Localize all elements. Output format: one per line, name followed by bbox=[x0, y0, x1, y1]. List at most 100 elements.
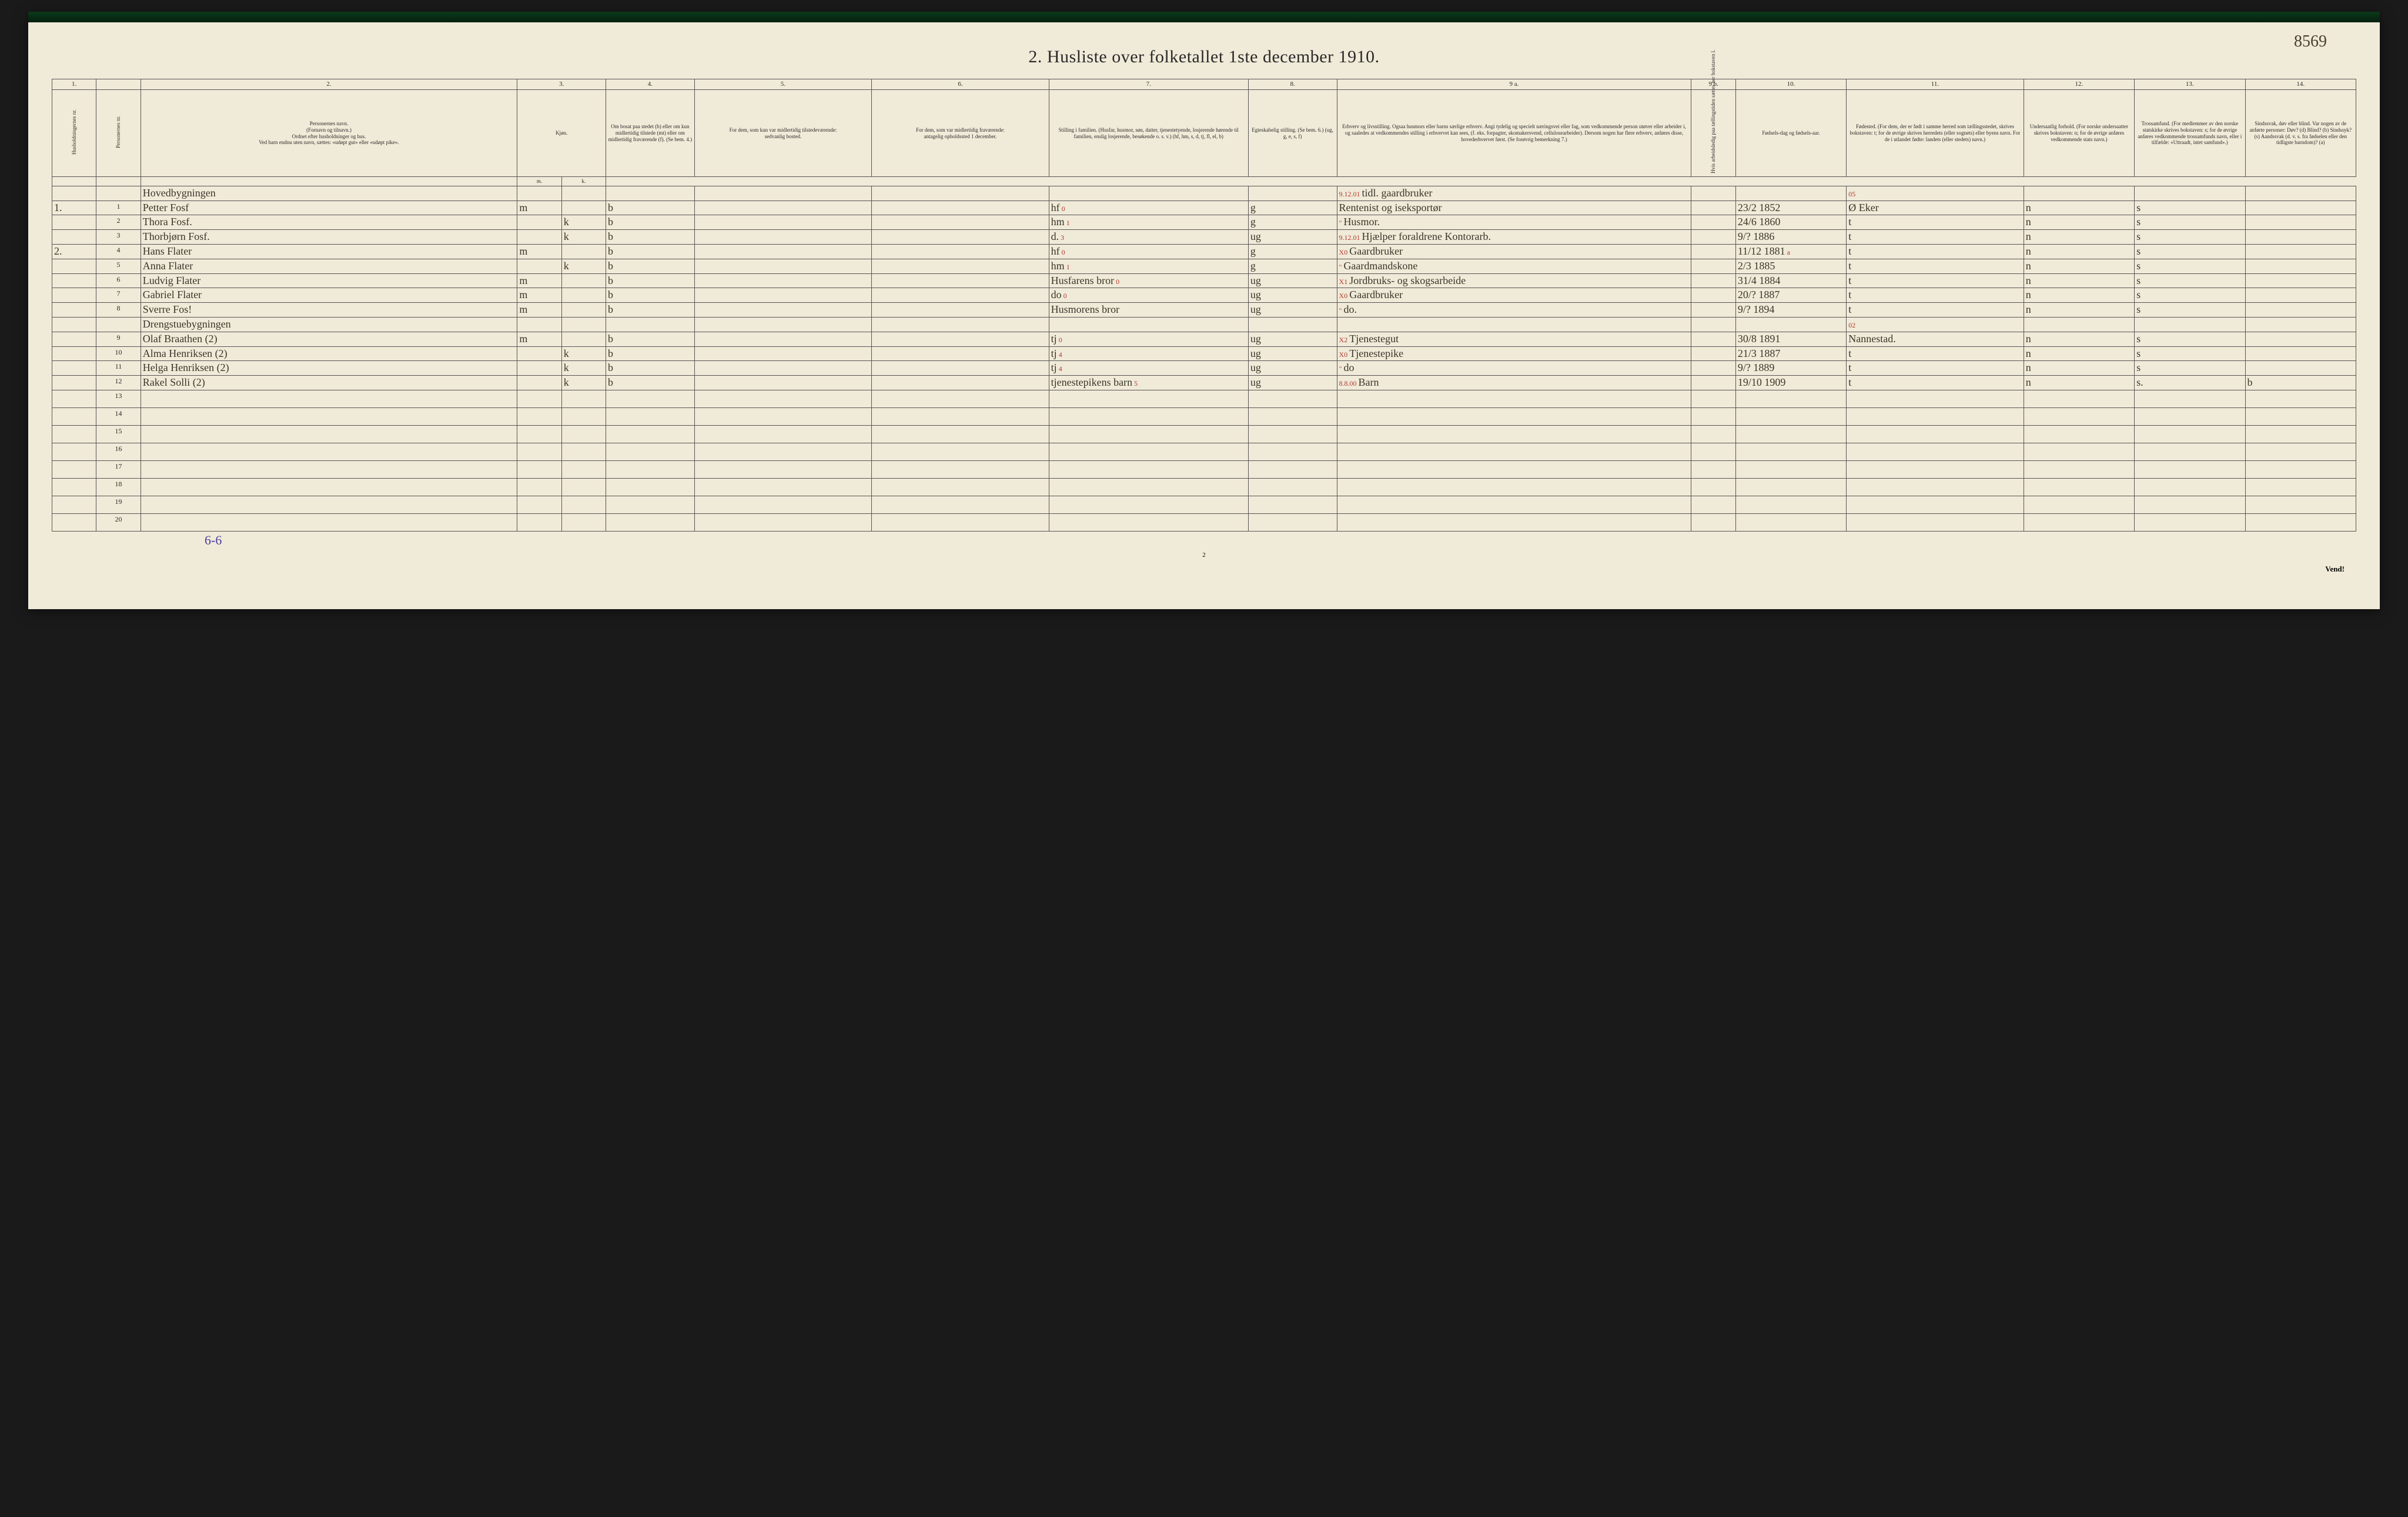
cell bbox=[2245, 496, 2356, 513]
cell bbox=[517, 215, 561, 230]
cell bbox=[517, 460, 561, 478]
cell bbox=[1847, 425, 2024, 443]
cell bbox=[1691, 332, 1735, 346]
cell bbox=[1337, 513, 1691, 531]
cell bbox=[1049, 407, 1248, 425]
cell bbox=[141, 443, 517, 460]
hdr-unemployed: Hvis arbeidsledig paa tællingstiden sætt… bbox=[1691, 90, 1735, 177]
cell: s bbox=[2135, 259, 2245, 273]
col-number: 11. bbox=[1847, 79, 2024, 90]
cell bbox=[872, 259, 1049, 273]
cell bbox=[1337, 443, 1691, 460]
cell: n bbox=[2024, 201, 2134, 215]
cell: 21/3 1887 bbox=[1735, 346, 1846, 361]
cell: n bbox=[2024, 376, 2134, 390]
cell bbox=[1337, 496, 1691, 513]
cell bbox=[1691, 425, 1735, 443]
person-number: 2 bbox=[96, 215, 141, 230]
table-row-empty: 18 bbox=[52, 478, 2356, 496]
cell bbox=[694, 215, 871, 230]
cell bbox=[1337, 425, 1691, 443]
cell: b bbox=[606, 244, 695, 259]
cell bbox=[561, 201, 606, 215]
cell bbox=[2245, 443, 2356, 460]
cell bbox=[561, 332, 606, 346]
cell: Gabriel Flater bbox=[141, 288, 517, 303]
cell: Olaf Braathen (2) bbox=[141, 332, 517, 346]
cell: s bbox=[2135, 230, 2245, 245]
cell bbox=[561, 244, 606, 259]
table-row-empty: 14 bbox=[52, 407, 2356, 425]
cell: ug bbox=[1248, 273, 1337, 288]
cell bbox=[1691, 361, 1735, 376]
cell bbox=[2024, 513, 2134, 531]
cell bbox=[1049, 186, 1248, 201]
cell: X0 Tjenestepike bbox=[1337, 346, 1691, 361]
cell bbox=[141, 390, 517, 407]
cell bbox=[2245, 460, 2356, 478]
cell: b bbox=[606, 332, 695, 346]
cell: t bbox=[1847, 288, 2024, 303]
subheader-row: m. k. bbox=[52, 176, 2356, 186]
cell: k bbox=[561, 376, 606, 390]
cell bbox=[2245, 513, 2356, 531]
cell: b bbox=[606, 288, 695, 303]
cell: m bbox=[517, 273, 561, 288]
cell: Sverre Fos! bbox=[141, 303, 517, 318]
cell bbox=[517, 346, 561, 361]
table-row: 6Ludvig FlatermbHusfarens bror 0ugX1 Jor… bbox=[52, 273, 2356, 288]
column-number-row: 1.2.3.4.5.6.7.8.9 a.9 b.10.11.12.13.14. bbox=[52, 79, 2356, 90]
cell: Husmorens bror bbox=[1049, 303, 1248, 318]
person-number: 12 bbox=[96, 376, 141, 390]
cell: ug bbox=[1248, 346, 1337, 361]
cell bbox=[1049, 317, 1248, 332]
cell: n bbox=[2024, 259, 2134, 273]
cell: t bbox=[1847, 361, 2024, 376]
cell: 9.12.01 Hjælper foraldrene Kontorarb. bbox=[1337, 230, 1691, 245]
cell bbox=[2135, 460, 2245, 478]
cell bbox=[694, 186, 871, 201]
cell: Anna Flater bbox=[141, 259, 517, 273]
cell: t bbox=[1847, 303, 2024, 318]
cell bbox=[517, 361, 561, 376]
cell: k bbox=[561, 361, 606, 376]
person-number: 11 bbox=[96, 361, 141, 376]
person-number: 18 bbox=[96, 478, 141, 496]
turn-over-label: Vend! bbox=[52, 564, 2345, 574]
sub-blank bbox=[96, 176, 141, 186]
cell: k bbox=[561, 346, 606, 361]
cell bbox=[1735, 478, 1846, 496]
cell: b bbox=[606, 215, 695, 230]
cell: Hovedbygningen bbox=[141, 186, 517, 201]
cell bbox=[872, 496, 1049, 513]
cell bbox=[1847, 443, 2024, 460]
cell bbox=[1735, 407, 1846, 425]
cell: 19/10 1909 bbox=[1735, 376, 1846, 390]
cell bbox=[606, 390, 695, 407]
cell bbox=[1049, 425, 1248, 443]
table-body: Hovedbygningen9.12.01 tidl. gaardbruker0… bbox=[52, 186, 2356, 531]
person-number: 14 bbox=[96, 407, 141, 425]
cell bbox=[606, 460, 695, 478]
cell: t bbox=[1847, 346, 2024, 361]
cell bbox=[694, 390, 871, 407]
cell bbox=[2245, 186, 2356, 201]
cell bbox=[1735, 460, 1846, 478]
cell bbox=[1248, 513, 1337, 531]
table-row: 8Sverre Fos!mbHusmorens brorug" do.9/? 1… bbox=[52, 303, 2356, 318]
cell bbox=[1691, 460, 1735, 478]
table-row: 2Thora Fosf.kbhm 1g" Husmor.24/6 1860tns bbox=[52, 215, 2356, 230]
table-row-empty: 20 bbox=[52, 513, 2356, 531]
cell: 02 bbox=[1847, 317, 2024, 332]
cell: t bbox=[1847, 230, 2024, 245]
cell: " Gaardmandskone bbox=[1337, 259, 1691, 273]
cell bbox=[561, 390, 606, 407]
cell: 8.8.00 Barn bbox=[1337, 376, 1691, 390]
cell bbox=[2135, 496, 2245, 513]
cell bbox=[141, 425, 517, 443]
cell bbox=[1337, 407, 1691, 425]
table-row: Drengstuebygningen02 bbox=[52, 317, 2356, 332]
binder-bar bbox=[28, 12, 2380, 22]
cell: " do. bbox=[1337, 303, 1691, 318]
cell: ug bbox=[1248, 230, 1337, 245]
